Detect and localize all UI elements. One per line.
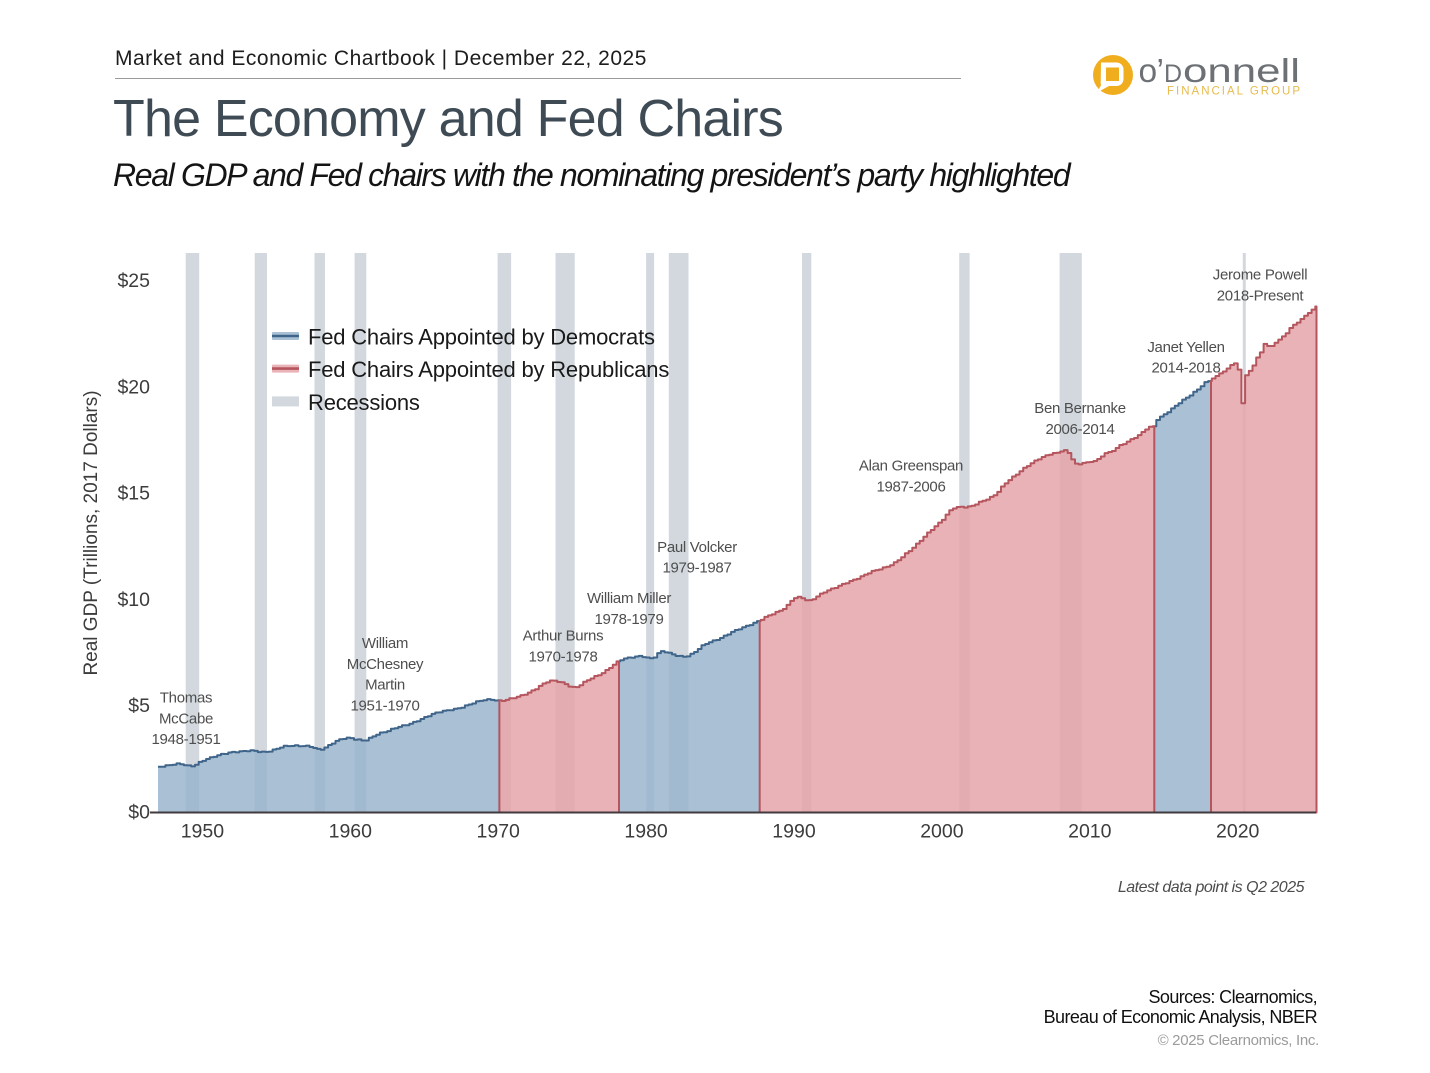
svg-text:William Miller: William Miller [587,590,671,607]
svg-text:1960: 1960 [329,821,373,843]
svg-text:1980: 1980 [624,821,668,843]
svg-text:1948-1951: 1948-1951 [151,731,220,748]
svg-text:Thomas: Thomas [160,690,212,707]
svg-text:Fed Chairs Appointed by Democr: Fed Chairs Appointed by Democrats [308,325,655,350]
svg-text:1978-1979: 1978-1979 [594,611,663,628]
svg-text:’: ’ [1157,53,1164,90]
svg-text:McChesney: McChesney [347,656,424,673]
svg-text:1950: 1950 [181,821,225,843]
svg-text:1951-1970: 1951-1970 [350,697,419,714]
svg-text:Real GDP (Trillions, 2017 Doll: Real GDP (Trillions, 2017 Dollars) [81,390,102,675]
svg-text:2014-2018: 2014-2018 [1151,360,1220,377]
svg-text:2018-Present: 2018-Present [1217,288,1305,305]
svg-text:Fed Chairs Appointed by Republ: Fed Chairs Appointed by Republicans [308,357,669,382]
svg-text:1987-2006: 1987-2006 [876,478,945,495]
svg-text:2006-2014: 2006-2014 [1045,421,1114,438]
svg-text:onnell: onnell [1183,53,1300,90]
svg-text:$5: $5 [128,695,150,717]
svg-text:William: William [362,635,408,652]
svg-text:McCabe: McCabe [159,710,213,727]
svg-text:Ben Bernanke: Ben Bernanke [1034,400,1125,417]
svg-text:$0: $0 [128,802,150,824]
svg-text:Alan Greenspan: Alan Greenspan [859,458,963,475]
svg-text:Arthur Burns: Arthur Burns [523,628,604,645]
svg-text:FINANCIAL GROUP: FINANCIAL GROUP [1167,86,1300,98]
svg-text:$10: $10 [117,589,150,611]
svg-text:1970: 1970 [477,821,521,843]
svg-text:2000: 2000 [920,821,964,843]
svg-text:2020: 2020 [1216,821,1260,843]
svg-text:o: o [1139,53,1158,90]
svg-text:2010: 2010 [1068,821,1112,843]
svg-text:1970-1978: 1970-1978 [528,648,597,665]
svg-text:1990: 1990 [772,821,816,843]
svg-text:Paul Volcker: Paul Volcker [657,539,737,556]
svg-text:$15: $15 [117,483,150,505]
svg-text:$25: $25 [117,270,150,292]
svg-text:Martin: Martin [365,677,405,694]
svg-text:D: D [1164,60,1182,88]
svg-text:Jerome Powell: Jerome Powell [1213,267,1307,284]
svg-text:$20: $20 [117,376,150,398]
svg-text:1979-1987: 1979-1987 [662,560,731,577]
svg-text:Recessions: Recessions [308,390,420,415]
svg-text:Janet Yellen: Janet Yellen [1147,339,1224,356]
